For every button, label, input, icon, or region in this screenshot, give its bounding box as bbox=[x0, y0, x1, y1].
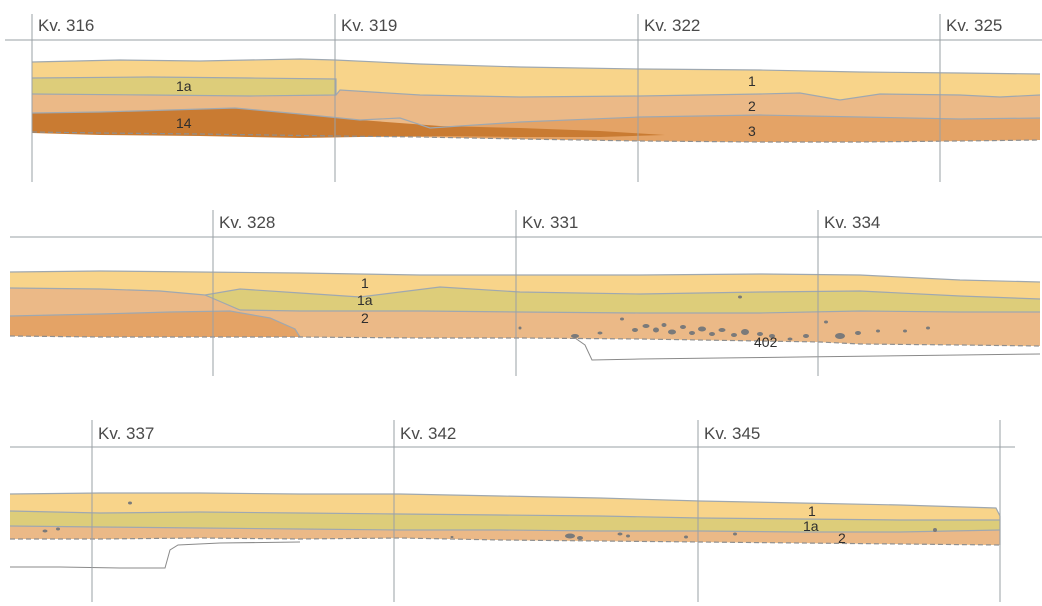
layer-label: 2 bbox=[748, 98, 756, 114]
layer-1a-band bbox=[205, 287, 1040, 313]
kv-label: Kv. 331 bbox=[522, 213, 578, 232]
layer-label: 3 bbox=[748, 123, 756, 139]
boundary-line bbox=[31, 131, 1041, 143]
boundary-line bbox=[9, 270, 1041, 283]
boundary-line bbox=[31, 107, 1041, 129]
layer-label: 2 bbox=[838, 530, 846, 546]
layer-label: 402 bbox=[754, 334, 778, 350]
pit-outline bbox=[10, 541, 301, 569]
boundary-line bbox=[31, 89, 1041, 101]
layer-label: 1a bbox=[176, 78, 192, 94]
kv-label: Kv. 345 bbox=[704, 424, 760, 443]
stone-cluster bbox=[42, 501, 937, 540]
profile-panel-2: Kv. 328 Kv. 331 Kv. 334 1 1a 2 402 bbox=[9, 210, 1042, 376]
boundary-line bbox=[31, 58, 1041, 75]
layer-label: 1 bbox=[808, 503, 816, 519]
kv-label: Kv. 316 bbox=[38, 16, 94, 35]
stone-cluster-402 bbox=[518, 295, 930, 341]
boundary-line bbox=[204, 294, 1040, 314]
pit-outline bbox=[574, 337, 1041, 361]
kv-label: Kv. 319 bbox=[341, 16, 397, 35]
kv-label: Kv. 337 bbox=[98, 424, 154, 443]
layer-label: 1 bbox=[748, 73, 756, 89]
layer-1a-band bbox=[10, 511, 1000, 532]
boundary-line bbox=[10, 537, 1001, 546]
layer-3-band bbox=[10, 311, 300, 337]
kv-label: Kv. 342 bbox=[400, 424, 456, 443]
layer-label: 1a bbox=[803, 518, 819, 534]
layer-1a-band bbox=[32, 77, 336, 96]
boundary-line bbox=[9, 492, 1001, 545]
kv-label: Kv. 328 bbox=[219, 213, 275, 232]
layer-label: 1a bbox=[357, 292, 373, 308]
layer-label: 1 bbox=[361, 275, 369, 291]
boundary-line bbox=[9, 510, 1000, 521]
boundary-line bbox=[9, 286, 1041, 300]
layer-label: 2 bbox=[361, 310, 369, 326]
layer-2-band bbox=[10, 526, 1000, 545]
kv-label: Kv. 322 bbox=[644, 16, 700, 35]
profile-panel-1: Kv. 316 Kv. 319 Kv. 322 Kv. 325 1a 14 1 … bbox=[5, 14, 1042, 182]
boundary-line bbox=[9, 310, 301, 338]
kv-label: Kv. 325 bbox=[946, 16, 1002, 35]
boundary-line bbox=[9, 525, 1001, 533]
layer-label: 14 bbox=[176, 115, 192, 131]
boundary-line bbox=[31, 76, 337, 95]
profile-panel-3: Kv. 337 Kv. 342 Kv. 345 1 1a 2 bbox=[9, 420, 1015, 602]
boundary-line bbox=[9, 335, 1041, 347]
layer-14-band bbox=[32, 108, 665, 138]
kv-label: Kv. 334 bbox=[824, 213, 880, 232]
